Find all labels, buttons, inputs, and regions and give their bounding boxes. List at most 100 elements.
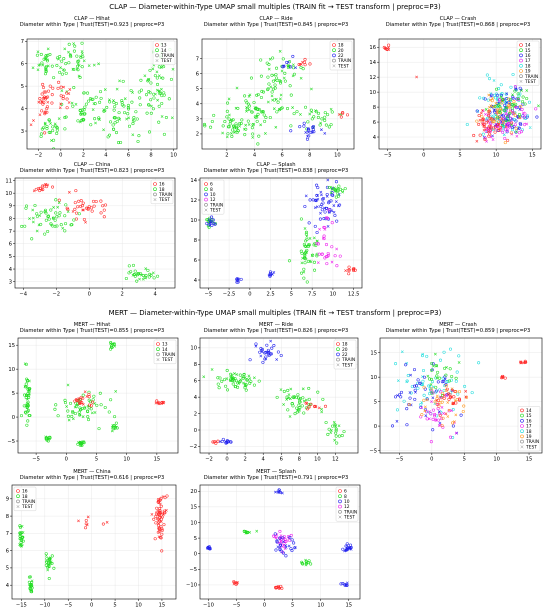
- train-point: [422, 398, 426, 402]
- train-point: [438, 376, 442, 380]
- train-point: [80, 41, 84, 45]
- train-point: [59, 85, 63, 89]
- train-point: [136, 139, 140, 144]
- train-point: [114, 131, 119, 135]
- train-point: [131, 122, 135, 126]
- legend-marker-circle: [519, 53, 523, 58]
- train-point: [66, 409, 70, 413]
- test-point: [446, 415, 450, 418]
- train-point: [226, 101, 230, 105]
- y-tick-label: 8: [9, 216, 12, 222]
- train-point: [255, 107, 259, 111]
- y-tick-label: 7: [6, 531, 9, 537]
- train-point: [97, 427, 101, 431]
- legend-marker-x: [204, 208, 208, 212]
- test-point: [499, 95, 503, 99]
- train-point: [23, 224, 27, 228]
- train-point: [430, 368, 434, 372]
- legend-label: TRAIN: [525, 439, 539, 445]
- train-point: [89, 206, 93, 210]
- train-point: [501, 98, 505, 102]
- test-point: [537, 104, 540, 108]
- test-point: [279, 93, 283, 97]
- train-point: [485, 73, 489, 77]
- train-point: [505, 128, 509, 132]
- test-point: [294, 66, 297, 69]
- legend-box: [153, 339, 177, 364]
- train-point: [127, 107, 131, 111]
- y-tick-label: 6: [373, 120, 376, 126]
- train-point: [433, 412, 437, 416]
- test-point: [248, 377, 252, 381]
- y-tick-label: 15: [370, 350, 377, 356]
- legend-marker-x: [520, 445, 524, 449]
- train-point: [318, 217, 322, 221]
- train-point: [76, 68, 80, 72]
- train-point: [212, 221, 216, 225]
- test-point: [58, 106, 62, 110]
- train-point: [260, 89, 264, 93]
- test-point: [499, 126, 503, 130]
- x-tick-label: 10: [135, 603, 142, 609]
- legend-label: 17: [526, 424, 532, 430]
- test-point: [308, 237, 312, 240]
- test-point: [506, 121, 510, 125]
- test-point: [273, 535, 277, 538]
- legend-marker-circle: [520, 434, 524, 439]
- test-point: [86, 515, 90, 519]
- train-point: [144, 93, 149, 97]
- legend-label: TEST: [524, 79, 536, 85]
- y-tick-label: 10: [190, 520, 197, 526]
- train-point: [155, 76, 159, 80]
- test-point: [235, 126, 239, 130]
- x-tick-label: 2: [243, 457, 246, 463]
- train-point: [421, 368, 426, 372]
- y-tick-label: 15: [190, 505, 197, 511]
- legend-label: TEST: [21, 504, 33, 510]
- train-point: [83, 105, 87, 109]
- train-point: [42, 100, 46, 105]
- train-point: [108, 100, 112, 104]
- train-point: [99, 403, 103, 407]
- train-point: [99, 199, 103, 203]
- train-point: [333, 213, 337, 218]
- train-point: [52, 138, 56, 142]
- train-point: [509, 97, 513, 102]
- train-point: [49, 222, 53, 226]
- train-point: [315, 230, 319, 234]
- train-point: [24, 411, 28, 415]
- panel-clap-ride: CLAP — Ride Diameter within Type | Trust…: [184, 14, 368, 160]
- train-point: [425, 397, 429, 401]
- test-point: [248, 531, 252, 534]
- test-point: [36, 68, 40, 72]
- train-point: [299, 217, 303, 221]
- train-point: [444, 383, 448, 387]
- train-point: [19, 540, 23, 544]
- legend-marker-circle: [16, 489, 20, 493]
- train-point: [45, 107, 49, 111]
- train-point: [278, 541, 282, 545]
- test-point: [98, 118, 101, 122]
- test-point: [475, 139, 479, 143]
- test-point: [395, 419, 399, 423]
- axes-frame: [379, 337, 543, 454]
- train-point: [226, 132, 230, 136]
- train-point: [509, 108, 513, 112]
- train-point: [305, 280, 309, 284]
- x-tick-label: −5: [384, 153, 392, 159]
- test-point: [291, 74, 295, 78]
- test-point: [505, 92, 509, 96]
- test-point: [81, 208, 84, 212]
- train-point: [73, 201, 77, 205]
- train-point: [435, 402, 439, 406]
- train-point: [290, 549, 294, 553]
- train-point: [393, 395, 398, 399]
- train-point: [266, 75, 270, 79]
- train-point: [325, 192, 329, 197]
- test-point: [46, 64, 50, 68]
- train-point: [418, 381, 422, 385]
- y-tick-label: 6: [9, 242, 12, 248]
- train-point: [76, 119, 80, 123]
